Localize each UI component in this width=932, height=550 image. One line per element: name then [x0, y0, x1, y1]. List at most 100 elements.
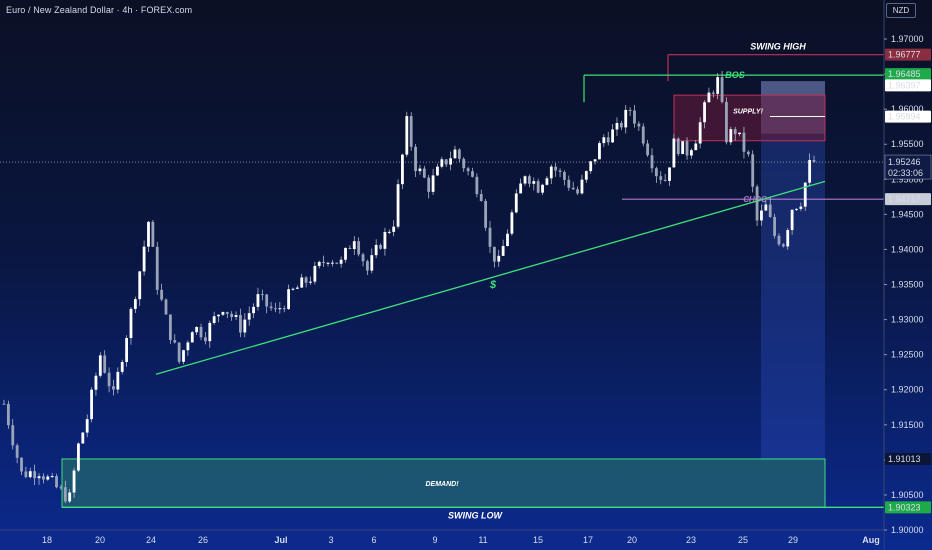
candle-body[interactable] — [418, 168, 422, 172]
candle-body[interactable] — [663, 179, 667, 181]
candle-body[interactable] — [711, 92, 715, 94]
candle-body[interactable] — [668, 167, 671, 181]
candle-body[interactable] — [654, 168, 658, 177]
candle-body[interactable] — [777, 235, 781, 245]
candle-body[interactable] — [799, 206, 803, 209]
candle-body[interactable] — [484, 201, 488, 228]
candle-body[interactable] — [720, 77, 724, 102]
candle-body[interactable] — [190, 332, 194, 343]
candle-body[interactable] — [611, 129, 614, 143]
candle-body[interactable] — [287, 289, 290, 309]
candle-body[interactable] — [751, 154, 755, 187]
candle-body[interactable] — [33, 471, 37, 479]
candle-body[interactable] — [457, 149, 461, 159]
candle-body[interactable] — [383, 231, 387, 249]
candle-body[interactable] — [133, 299, 137, 309]
candle-body[interactable] — [392, 226, 396, 232]
candle-body[interactable] — [77, 443, 80, 471]
candle-body[interactable] — [637, 123, 641, 127]
candle-body[interactable] — [24, 471, 28, 478]
candle-body[interactable] — [168, 314, 172, 341]
candle-body[interactable] — [195, 327, 199, 333]
candle-body[interactable] — [738, 132, 741, 135]
candle-body[interactable] — [225, 311, 229, 314]
candle-body[interactable] — [164, 299, 168, 315]
candle-body[interactable] — [462, 158, 466, 169]
candle-body[interactable] — [685, 141, 689, 156]
candle-body[interactable] — [274, 308, 277, 310]
candle-body[interactable] — [352, 241, 356, 250]
candle-body[interactable] — [20, 457, 23, 472]
candle-body[interactable] — [379, 244, 382, 249]
symbol-title[interactable]: Euro / New Zealand Dollar · 4h · FOREX.c… — [6, 5, 193, 15]
candle-body[interactable] — [252, 306, 255, 314]
candle-body[interactable] — [466, 168, 470, 172]
candle-body[interactable] — [641, 126, 645, 144]
candle-body[interactable] — [803, 182, 807, 207]
candle-body[interactable] — [6, 403, 10, 426]
candle-body[interactable] — [414, 146, 417, 172]
candle-body[interactable] — [624, 109, 628, 128]
candle-body[interactable] — [282, 308, 286, 310]
candle-body[interactable] — [571, 187, 575, 190]
candle-body[interactable] — [598, 143, 601, 160]
candle-body[interactable] — [247, 313, 251, 320]
candle-body[interactable] — [387, 231, 391, 233]
candle-body[interactable] — [2, 403, 6, 405]
candle-body[interactable] — [764, 204, 768, 211]
candle-body[interactable] — [151, 221, 155, 247]
candle-body[interactable] — [444, 159, 448, 165]
candle-body[interactable] — [366, 261, 369, 271]
candle-body[interactable] — [589, 161, 593, 172]
candle-body[interactable] — [602, 137, 606, 144]
candle-body[interactable] — [698, 122, 702, 144]
candle-body[interactable] — [401, 154, 404, 185]
candle-body[interactable] — [234, 315, 238, 318]
candle-body[interactable] — [68, 492, 72, 502]
candle-body[interactable] — [528, 176, 531, 184]
candle-body[interactable] — [808, 160, 812, 183]
candle-body[interactable] — [265, 294, 269, 307]
candle-body[interactable] — [125, 338, 128, 363]
candle-body[interactable] — [374, 244, 378, 256]
candle-body[interactable] — [646, 143, 650, 156]
candle-body[interactable] — [85, 419, 89, 433]
candle-body[interactable] — [514, 193, 518, 213]
candle-body[interactable] — [269, 306, 273, 309]
candle-body[interactable] — [212, 316, 216, 323]
candle-body[interactable] — [786, 230, 790, 247]
candle-body[interactable] — [471, 171, 474, 177]
candle-body[interactable] — [112, 386, 115, 390]
candle-body[interactable] — [94, 375, 98, 390]
candle-body[interactable] — [422, 168, 426, 178]
candle-body[interactable] — [703, 102, 706, 123]
candle-body[interactable] — [650, 155, 654, 169]
candle-body[interactable] — [103, 355, 107, 373]
candle-body[interactable] — [357, 241, 361, 255]
candle-body[interactable] — [795, 208, 798, 210]
candle-body[interactable] — [142, 246, 146, 272]
candle-body[interactable] — [479, 194, 483, 202]
candle-body[interactable] — [427, 177, 431, 192]
candle-body[interactable] — [506, 233, 509, 247]
candle-body[interactable] — [160, 289, 164, 300]
candle-body[interactable] — [501, 246, 505, 256]
candle-body[interactable] — [615, 123, 619, 130]
candle-body[interactable] — [116, 371, 120, 390]
candle-body[interactable] — [541, 184, 544, 193]
candle-body[interactable] — [580, 179, 584, 194]
candle-body[interactable] — [120, 362, 124, 372]
candle-body[interactable] — [313, 265, 317, 282]
candle-body[interactable] — [370, 255, 374, 271]
candle-body[interactable] — [545, 178, 549, 185]
candle-body[interactable] — [221, 311, 225, 315]
candle-body[interactable] — [72, 470, 76, 493]
currency-badge[interactable]: NZD — [886, 3, 916, 18]
candle-body[interactable] — [497, 255, 501, 262]
candle-body[interactable] — [46, 476, 50, 480]
candle-body[interactable] — [593, 159, 597, 162]
candle-body[interactable] — [260, 294, 264, 296]
candle-body[interactable] — [628, 109, 632, 111]
candle-body[interactable] — [558, 170, 562, 172]
candle-body[interactable] — [304, 277, 308, 283]
